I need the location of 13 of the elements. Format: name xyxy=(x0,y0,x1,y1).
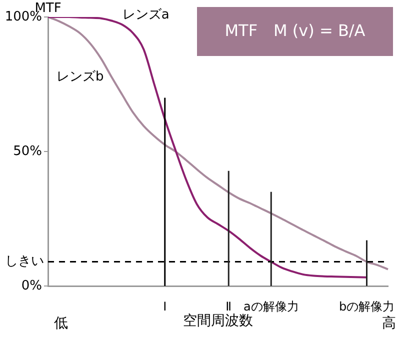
y-tick-label: 50% xyxy=(13,144,42,159)
x-tick-label: bの解像力 xyxy=(338,299,395,314)
text: 高 xyxy=(382,316,396,332)
x-tick-label: Ⅰ xyxy=(163,299,167,314)
y-tick-label: 0% xyxy=(21,278,42,294)
ref-line-label: しきい xyxy=(5,254,44,270)
x-axis-title: 空間周波数 xyxy=(183,313,253,330)
series-label: レンズa xyxy=(122,8,170,23)
text: 低 xyxy=(54,316,68,332)
x-tick-label: Ⅱ xyxy=(226,299,232,314)
x-tick-label: aの解像力 xyxy=(243,299,299,314)
series-label: レンズb xyxy=(56,70,104,85)
formula-box: MTF M (v) = B/A xyxy=(197,7,393,56)
